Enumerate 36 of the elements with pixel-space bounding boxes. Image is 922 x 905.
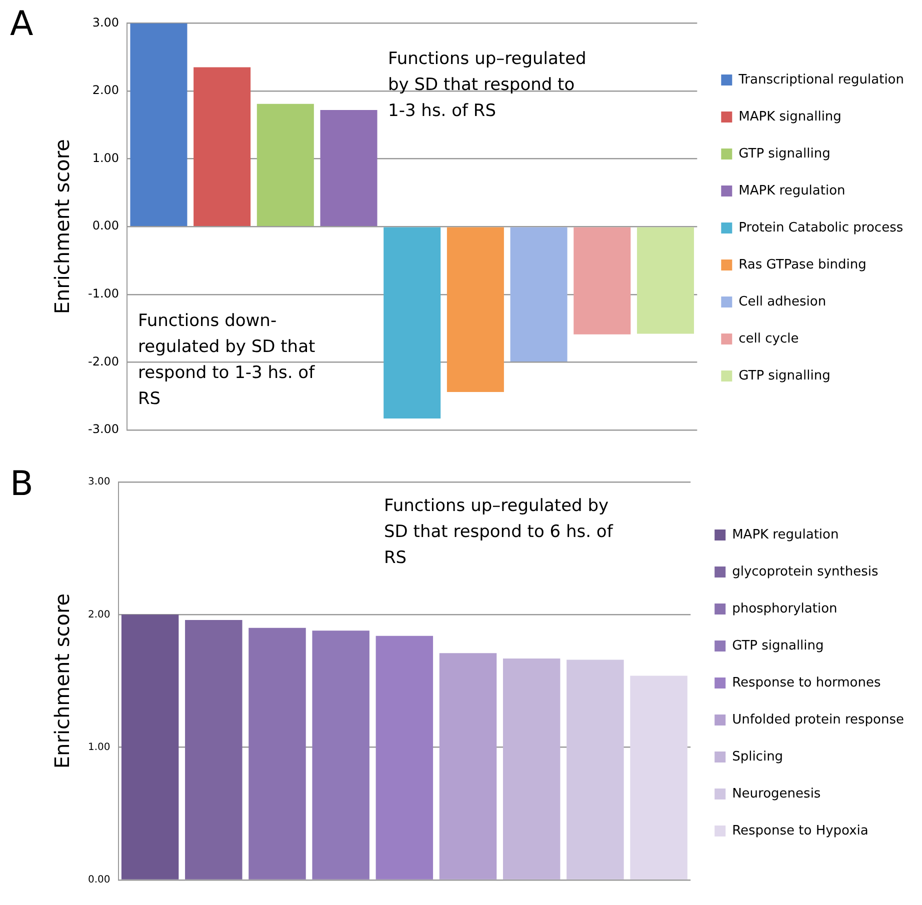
legend-label: MAPK regulation [738,183,846,198]
legend-label: GTP signalling [732,638,824,654]
y-tick-label: 1.00 [88,742,110,753]
legend-label: Response to Hypoxia [732,823,868,838]
legend-label: GTP signalling [738,368,830,384]
legend-label: GTP signalling [738,146,830,162]
legend-label: Neurogenesis [732,786,821,802]
y-tick-label: 0.00 [88,874,110,886]
chart-title: B [10,464,34,504]
legend-label: Cell adhesion [738,294,826,310]
legend-label: MAPK regulation [732,527,839,542]
y-tick-label: 0.00 [92,218,120,233]
legend-label: Splicing [732,749,784,764]
legend-label: MAPK signalling [738,109,842,124]
legend-label: phosphorylation [732,601,838,616]
y-tick-label: -2.00 [88,354,120,368]
annotation: Functions up–regulated by SD that respond to 1-3 hs. of RS [388,48,588,123]
y-tick-label: 2.00 [88,609,110,620]
chart-title: A [10,4,34,44]
y-tick-label: -3.00 [88,422,120,436]
legend-label: Unfolded protein response [732,712,904,728]
legend-label: Protein Catabolic process [738,220,904,236]
y-axis-title: Enrichment score [50,593,74,769]
legend-label: cell cycle [738,331,799,346]
y-tick-label: -1.00 [88,286,120,301]
y-tick-label: 1.00 [92,150,120,165]
y-tick-label: 3.00 [92,15,120,30]
legend-label: Transcriptional regulation [738,72,904,88]
y-tick-label: 2.00 [92,83,120,98]
annotation: Functions up–regulated by SD that respond to 6 hs. of RS [384,495,614,570]
legend-label: Ras GTPase binding [738,257,866,272]
legend-label: glycoprotein synthesis [732,564,879,580]
y-tick-label: 3.00 [88,476,110,488]
annotation: Functions down-regulated by SD that respond to 1-3 hs. of RS [138,310,316,411]
legend-label: Response to hormones [732,675,881,690]
y-axis-title: Enrichment score [50,139,74,314]
